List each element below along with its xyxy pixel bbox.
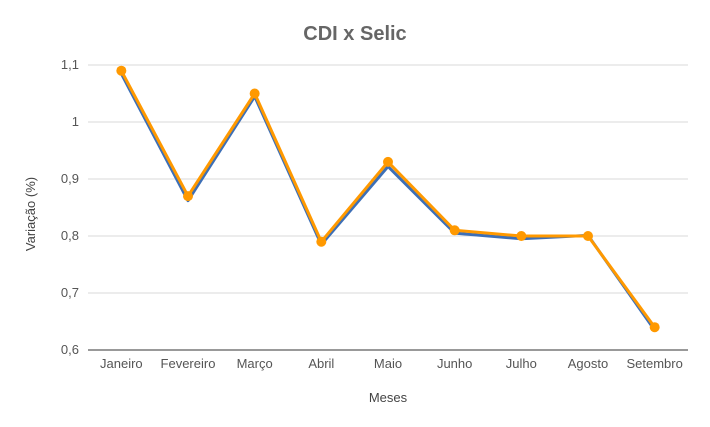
y-tick-label: 0,7 [61,285,79,300]
data-point [316,236,327,247]
data-point [249,88,260,99]
data-point [383,156,393,167]
data-point [116,65,127,76]
x-tick-label: Fevereiro [161,356,216,371]
x-tick-label: Abril [308,356,334,371]
y-tick-label: 0,6 [61,342,79,357]
x-tick-label: Maio [374,356,402,371]
data-point [449,225,460,236]
y-tick-label: 0,8 [61,228,79,243]
data-point [516,231,527,241]
y-axis-label: Variação (%) [23,177,38,251]
x-tick-label: Setembro [626,356,682,371]
x-axis-ticks: Janeiro Fevereiro Março Abril Maio Junho Julho… [100,356,683,371]
series-line [119,69,657,329]
series-1 [119,72,657,332]
x-tick-label: Março [237,356,273,371]
x-tick-label: Janeiro [100,356,143,371]
x-tick-label: Agosto [568,356,608,371]
series-2 [116,65,660,333]
data-point [183,191,193,202]
y-tick-label: 0,9 [61,171,79,186]
series-line [119,72,657,332]
chart-title: CDI x Selic [303,23,406,45]
y-axis-ticks: 0,6 0,7 0,8 0,9 1 1,1 [61,57,79,357]
x-tick-label: Julho [506,356,537,371]
data-point [649,322,660,333]
x-axis-label: Meses [369,390,408,405]
y-tick-label: 1,1 [61,57,79,72]
y-tick-label: 1 [72,114,79,129]
series [116,65,660,333]
x-tick-label: Junho [437,356,472,371]
data-point [583,231,593,241]
